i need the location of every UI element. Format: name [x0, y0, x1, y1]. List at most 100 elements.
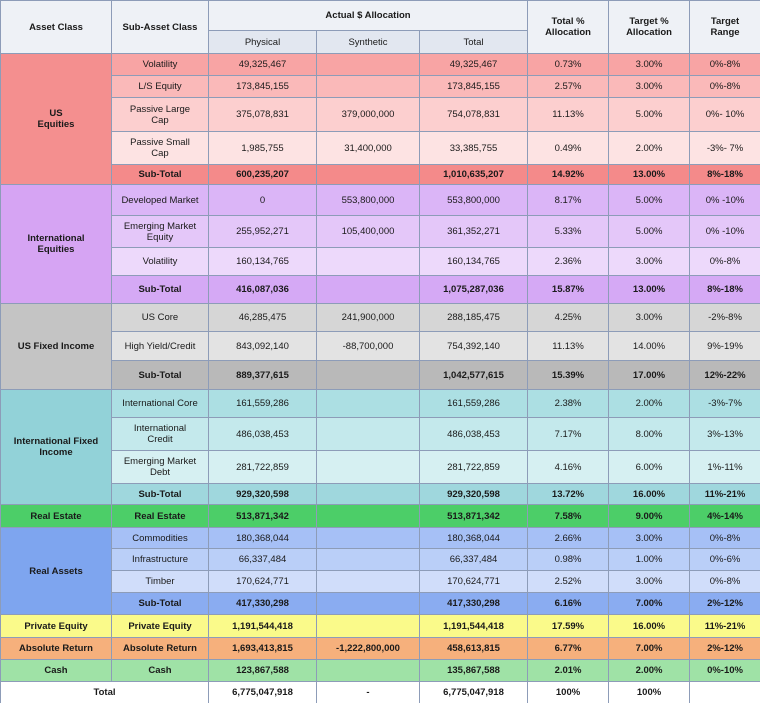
value-cell: 13.72%: [527, 483, 610, 505]
value-cell: 5.33%: [527, 215, 610, 248]
value-cell: 180,368,044: [208, 527, 317, 549]
value-cell: [316, 75, 420, 98]
value-cell: 1.00%: [608, 548, 691, 571]
value-cell: [316, 53, 420, 76]
value-cell: 33,385,755: [418, 131, 529, 165]
sub-asset-cell: Emerging Market Equity: [111, 215, 209, 248]
value-cell: 135,867,588: [418, 659, 529, 682]
value-cell: 2.57%: [527, 75, 610, 98]
value-cell: 2.00%: [608, 659, 691, 682]
sub-asset-cell: Timber: [111, 570, 209, 593]
value-cell: 0: [208, 184, 317, 216]
value-cell: 3.00%: [608, 75, 691, 98]
sub-asset-cell: Passive Small Cap: [111, 131, 209, 165]
table-row: Sub-Total 889,377,615 1,042,577,615 15.39% 1…: [1, 360, 760, 390]
value-cell: 0% -10%: [689, 215, 760, 248]
sub-asset-cell: Volatility: [111, 53, 209, 76]
header-cell: Asset Class: [0, 0, 112, 54]
table-row: Sub-Total 417,330,298 417,330,298 6.16% 7.00…: [1, 592, 760, 615]
value-cell: 6.00%: [608, 450, 691, 484]
value-cell: [316, 592, 420, 615]
sub-asset-cell: US Core: [111, 303, 209, 332]
value-cell: [316, 659, 420, 682]
value-cell: 754,392,140: [418, 331, 529, 361]
header-cell: Target Range: [689, 0, 760, 54]
value-cell: 8.00%: [608, 417, 691, 451]
value-cell: [316, 450, 420, 484]
value-cell: 161,559,286: [418, 389, 529, 418]
asset-class-cell: Real Assets: [0, 527, 112, 615]
value-cell: 889,377,615: [208, 360, 317, 390]
value-cell: 281,722,859: [418, 450, 529, 484]
header-cell: Sub-Asset Class: [111, 0, 209, 54]
value-cell: 6,775,047,918: [418, 681, 529, 703]
value-cell: 3.00%: [608, 247, 691, 276]
total-row: Total 6,775,047,918-6,775,047,918 100% 100%: [0, 681, 760, 703]
value-cell: 1,985,755: [208, 131, 317, 165]
value-cell: 6.77%: [527, 637, 610, 660]
table-row: Passive Small Cap 1,985,755 31,400,000 33,3…: [1, 131, 760, 165]
value-cell: -1,222,800,000: [316, 637, 420, 660]
sub-asset-cell: Private Equity: [111, 614, 209, 638]
value-cell: 11%-21%: [689, 483, 760, 505]
value-cell: 16.00%: [608, 483, 691, 505]
value-cell: 8.17%: [527, 184, 610, 216]
table-row: Sub-Total 600,235,207 1,010,635,207 14.92% 1…: [1, 164, 760, 185]
asset-class-cell: US Fixed Income: [0, 303, 112, 390]
asset-class-cell: Private Equity: [0, 614, 112, 638]
sub-asset-cell: Emerging Market Debt: [111, 450, 209, 484]
value-cell: 1,191,544,418: [208, 614, 317, 638]
value-cell: 1,191,544,418: [418, 614, 529, 638]
table-row: International Credit 486,038,453 486,038,4…: [1, 417, 760, 451]
value-cell: [316, 275, 420, 304]
value-cell: 8%-18%: [689, 275, 760, 304]
table-row: Timber 170,624,771 170,624,771 2.52% 3.00% 0%…: [1, 570, 760, 593]
sub-asset-cell: Passive Large Cap: [111, 97, 209, 132]
value-cell: 416,087,036: [208, 275, 317, 304]
value-cell: 255,952,271: [208, 215, 317, 248]
sub-asset-cell: Commodities: [111, 527, 209, 549]
value-cell: 929,320,598: [418, 483, 529, 505]
table-row: Absolute Return Absolute Return 1,693,413,…: [0, 637, 760, 660]
value-cell: 2.01%: [527, 659, 610, 682]
value-cell: 4.16%: [527, 450, 610, 484]
value-cell: 2%-12%: [689, 637, 760, 660]
value-cell: 754,078,831: [418, 97, 529, 132]
value-cell: 241,900,000: [316, 303, 420, 332]
value-cell: 15.39%: [527, 360, 610, 390]
value-cell: 0%-8%: [689, 247, 760, 276]
sub-asset-cell: Absolute Return: [111, 637, 209, 660]
table-row: Passive Large Cap 375,078,831 379,000,000 7…: [1, 97, 760, 132]
value-cell: 0% -10%: [689, 184, 760, 216]
asset-class-cell: Absolute Return: [0, 637, 112, 660]
value-cell: 4%-14%: [689, 504, 760, 528]
value-cell: [689, 681, 760, 703]
value-cell: 13.00%: [608, 275, 691, 304]
value-cell: 417,330,298: [208, 592, 317, 615]
sub-asset-cell: Sub-Total: [111, 275, 209, 304]
value-cell: 5.00%: [608, 215, 691, 248]
value-cell: 513,871,342: [208, 504, 317, 528]
table-row: International Fixed Income International …: [0, 389, 760, 505]
value-cell: 486,038,453: [418, 417, 529, 451]
value-cell: 288,185,475: [418, 303, 529, 332]
header-cell: Synthetic: [316, 30, 420, 54]
value-cell: 553,800,000: [418, 184, 529, 216]
value-cell: 929,320,598: [208, 483, 317, 505]
value-cell: 0.73%: [527, 53, 610, 76]
value-cell: 49,325,467: [208, 53, 317, 76]
value-cell: 458,613,815: [418, 637, 529, 660]
value-cell: 173,845,155: [208, 75, 317, 98]
value-cell: 13.00%: [608, 164, 691, 185]
header-cell: Total: [418, 30, 529, 54]
value-cell: [316, 389, 420, 418]
table-row: Sub-Total 416,087,036 1,075,287,036 15.87% 1…: [1, 275, 760, 304]
header-cell: Actual $ Allocation: [207, 0, 529, 31]
value-cell: -3%- 7%: [689, 131, 760, 165]
value-cell: 6,775,047,918: [208, 681, 317, 703]
value-cell: [316, 504, 420, 528]
table-row: International Equities Developed Market 0 5…: [0, 184, 760, 304]
value-cell: 49,325,467: [418, 53, 529, 76]
value-cell: 17.00%: [608, 360, 691, 390]
